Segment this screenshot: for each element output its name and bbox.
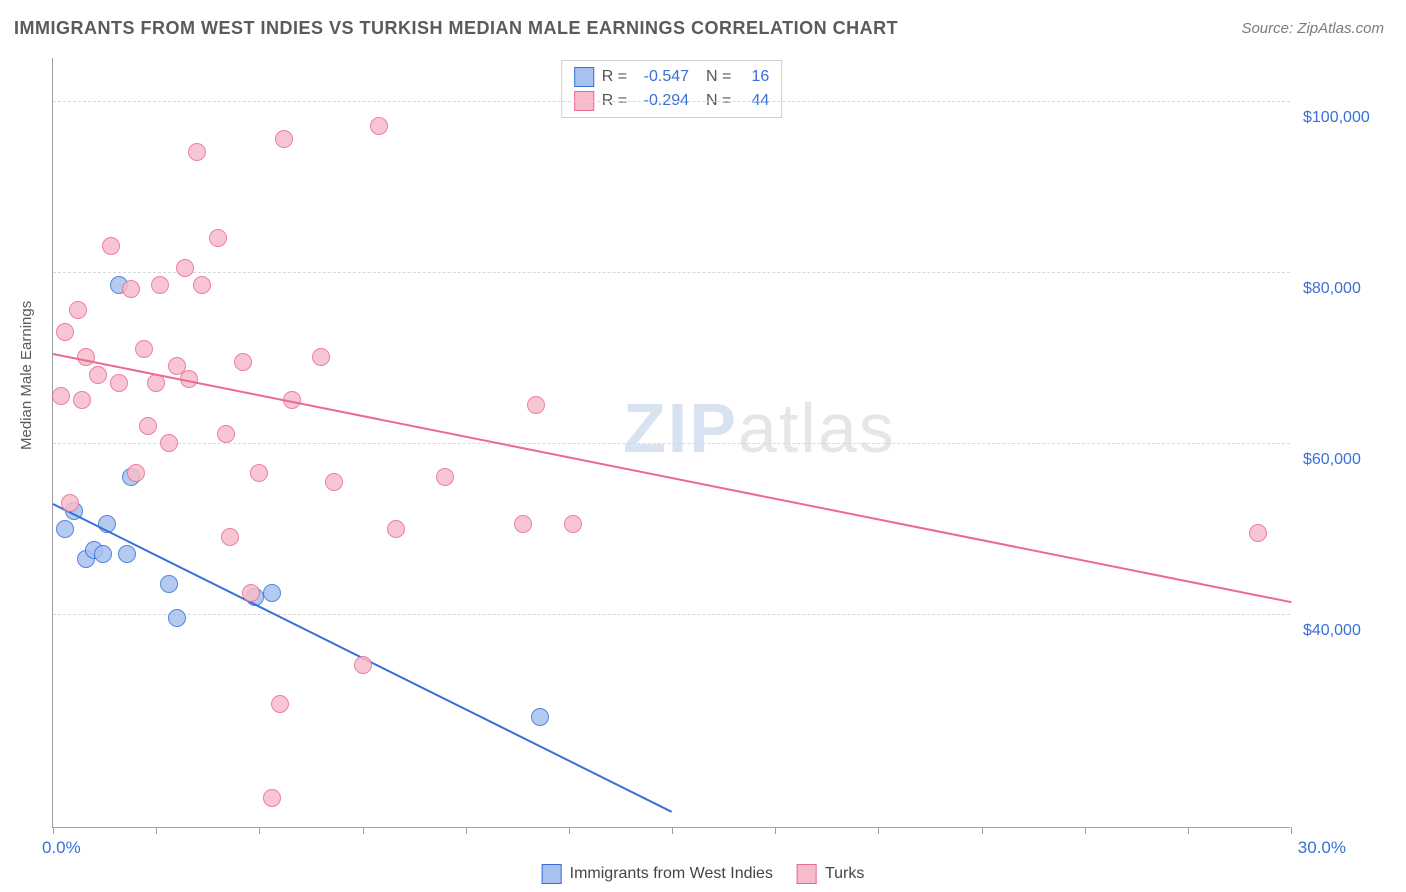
stat-r-value: -0.547 [635, 68, 689, 86]
data-point-turks [527, 396, 545, 414]
x-min-label: 0.0% [42, 838, 81, 858]
x-max-label: 30.0% [1298, 838, 1346, 858]
data-point-turks [1249, 524, 1267, 542]
data-point-turks [176, 259, 194, 277]
stat-n-label: N = [697, 68, 731, 86]
data-point-turks [221, 528, 239, 546]
data-point-turks [312, 348, 330, 366]
source-label: Source: ZipAtlas.com [1241, 20, 1384, 37]
data-point-turks [250, 464, 268, 482]
x-tick [878, 827, 879, 834]
x-tick [363, 827, 364, 834]
legend-label: Turks [825, 865, 864, 883]
data-point-turks [242, 584, 260, 602]
legend-bottom: Immigrants from West Indies Turks [542, 864, 865, 884]
data-point-turks [52, 387, 70, 405]
y-tick-label: $60,000 [1303, 451, 1361, 469]
data-point-turks [61, 494, 79, 512]
stat-r-label: R = [602, 68, 627, 86]
data-point-west_indies [56, 520, 74, 538]
gridline [53, 614, 1290, 615]
x-tick [156, 827, 157, 834]
x-tick [569, 827, 570, 834]
data-point-turks [122, 280, 140, 298]
x-tick [1188, 827, 1189, 834]
data-point-turks [135, 340, 153, 358]
stats-row-west_indies: R = -0.547 N = 16 [574, 65, 770, 89]
watermark-part1: ZIP [623, 389, 738, 467]
data-point-turks [217, 425, 235, 443]
watermark: ZIPatlas [623, 388, 896, 468]
data-point-turks [271, 695, 289, 713]
data-point-turks [564, 515, 582, 533]
legend-swatch-west_indies [542, 864, 562, 884]
data-point-west_indies [118, 545, 136, 563]
data-point-turks [436, 468, 454, 486]
data-point-west_indies [531, 708, 549, 726]
data-point-west_indies [263, 584, 281, 602]
legend-swatch-turks [797, 864, 817, 884]
data-point-turks [387, 520, 405, 538]
x-tick [259, 827, 260, 834]
data-point-turks [56, 323, 74, 341]
trendline-turks [53, 353, 1291, 603]
x-tick [982, 827, 983, 834]
data-point-west_indies [94, 545, 112, 563]
data-point-turks [193, 276, 211, 294]
legend-label: Immigrants from West Indies [570, 865, 773, 883]
y-tick-label: $100,000 [1303, 109, 1370, 127]
data-point-turks [325, 473, 343, 491]
data-point-turks [370, 117, 388, 135]
gridline [53, 101, 1290, 102]
x-tick [466, 827, 467, 834]
data-point-turks [127, 464, 145, 482]
legend-item-turks: Turks [797, 864, 864, 884]
y-tick-label: $40,000 [1303, 622, 1361, 640]
x-tick [672, 827, 673, 834]
y-tick-label: $80,000 [1303, 280, 1361, 298]
stat-n-value: 16 [739, 68, 769, 86]
gridline [53, 443, 1290, 444]
y-axis-label: Median Male Earnings [18, 301, 35, 450]
x-tick [53, 827, 54, 834]
data-point-turks [188, 143, 206, 161]
stats-legend-box: R =-0.547 N =16R =-0.294 N =44 [561, 60, 783, 118]
data-point-turks [354, 656, 372, 674]
data-point-turks [234, 353, 252, 371]
chart-title: IMMIGRANTS FROM WEST INDIES VS TURKISH M… [14, 18, 898, 39]
data-point-west_indies [160, 575, 178, 593]
data-point-turks [139, 417, 157, 435]
data-point-turks [263, 789, 281, 807]
data-point-turks [73, 391, 91, 409]
data-point-turks [275, 130, 293, 148]
legend-item-west_indies: Immigrants from West Indies [542, 864, 773, 884]
x-tick [1291, 827, 1292, 834]
x-tick [775, 827, 776, 834]
data-point-west_indies [168, 609, 186, 627]
plot-area: ZIPatlas R =-0.547 N =16R =-0.294 N =44 … [52, 58, 1290, 828]
data-point-turks [102, 237, 120, 255]
swatch-west_indies [574, 67, 594, 87]
x-tick [1085, 827, 1086, 834]
watermark-part2: atlas [738, 389, 896, 467]
data-point-turks [209, 229, 227, 247]
data-point-turks [160, 434, 178, 452]
data-point-turks [110, 374, 128, 392]
data-point-turks [514, 515, 532, 533]
data-point-turks [89, 366, 107, 384]
data-point-turks [151, 276, 169, 294]
gridline [53, 272, 1290, 273]
data-point-turks [69, 301, 87, 319]
